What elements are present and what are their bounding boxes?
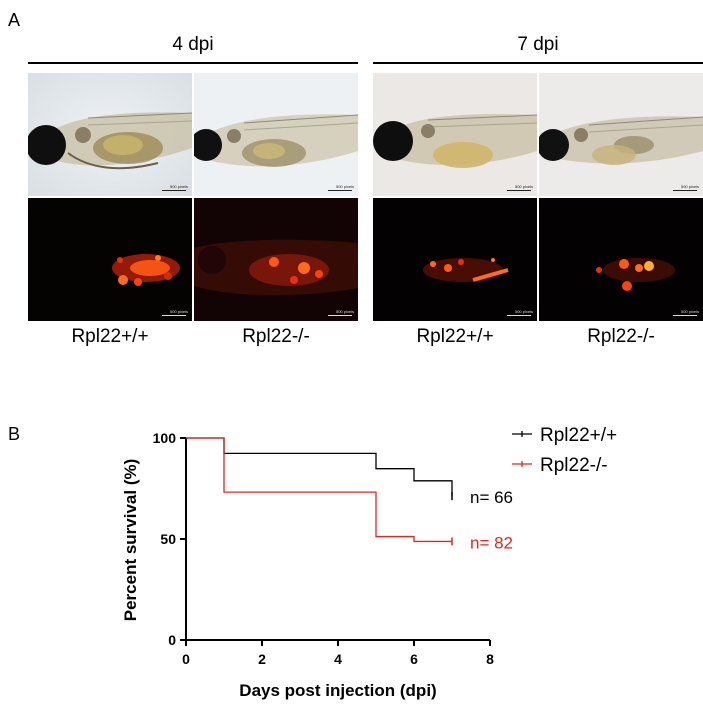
y-axis-label: Percent survival (%) <box>121 459 140 622</box>
fluorescence-image-7dpi-ko: 500 pixels <box>539 198 703 321</box>
survival-curves <box>186 437 453 546</box>
x-tick-label: 4 <box>334 651 342 667</box>
survival-chart: 0 2 4 6 8 0 50 100 Days post injection (dpi) Pe… <box>121 425 617 700</box>
x-tick-label: 0 <box>182 651 190 667</box>
survival-curve-wt <box>186 437 453 497</box>
scale-label: 500 pixels <box>335 184 354 189</box>
legend-label: Rpl22-/- <box>540 455 608 476</box>
genotype-label-7dpi-ko: Rpl22-/- <box>587 326 655 347</box>
n-label: n= 66 <box>470 488 513 507</box>
survival-curve-ko <box>186 437 452 543</box>
scale-label: 500 pixels <box>680 184 699 189</box>
panel-a-letter: A <box>8 10 21 30</box>
legend: Rpl22+/+ Rpl22-/- <box>512 425 617 476</box>
x-tick-label: 2 <box>258 651 266 667</box>
brightfield-image-4dpi-wt: 500 pixels <box>28 73 192 196</box>
panel-b-letter: B <box>8 424 21 444</box>
n-labels: n= 66 n= 82 <box>470 488 513 552</box>
y-tick-label: 50 <box>160 531 176 547</box>
brightfield-image-7dpi-ko: 500 pixels <box>539 73 703 196</box>
fluorescence-image-4dpi-ko: 500 pixels <box>194 198 358 321</box>
timepoint-rule-4dpi <box>28 62 358 64</box>
scale-label: 500 pixels <box>335 309 354 314</box>
genotype-label-4dpi-wt: Rpl22+/+ <box>71 326 149 347</box>
legend-label: Rpl22+/+ <box>540 425 617 446</box>
n-label: n= 82 <box>470 533 513 552</box>
axis-ticks: 0 2 4 6 8 0 50 100 <box>153 430 494 667</box>
timepoint-label-4dpi: 4 dpi <box>172 34 214 55</box>
scale-label: 500 pixels <box>514 184 533 189</box>
fluorescence-image-4dpi-wt: 500 pixels <box>28 198 192 321</box>
fluorescence-image-7dpi-wt: 500 pixels <box>373 198 537 321</box>
genotype-label-7dpi-wt: Rpl22+/+ <box>416 326 494 347</box>
timepoint-label-7dpi: 7 dpi <box>517 34 559 55</box>
brightfield-image-7dpi-wt: 500 pixels <box>373 73 537 196</box>
scale-label: 500 pixels <box>680 309 699 314</box>
brightfield-image-4dpi-ko: 500 pixels <box>194 73 358 196</box>
y-tick-label: 0 <box>168 632 176 648</box>
x-tick-label: 8 <box>486 651 494 667</box>
genotype-label-4dpi-ko: Rpl22-/- <box>242 326 310 347</box>
x-axis-label: Days post injection (dpi) <box>239 681 436 700</box>
y-tick-label: 100 <box>153 430 177 446</box>
scale-label: 500 pixels <box>169 184 188 189</box>
scale-label: 500 pixels <box>514 309 533 314</box>
x-tick-label: 6 <box>410 651 418 667</box>
timepoint-rule-7dpi <box>373 62 703 64</box>
scale-label: 500 pixels <box>169 309 188 314</box>
